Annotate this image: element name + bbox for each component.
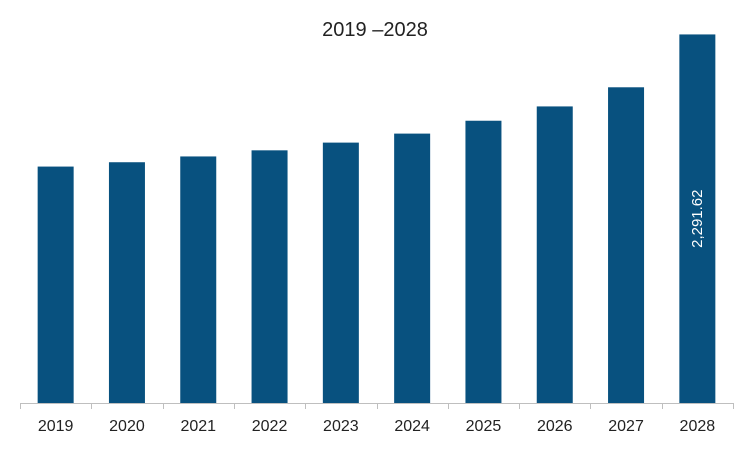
bar-2025 bbox=[465, 120, 502, 404]
bar-2021 bbox=[180, 156, 217, 403]
x-tick-label-2022: 2022 bbox=[252, 418, 288, 435]
bar-2028 bbox=[679, 34, 716, 403]
x-tick-label-2025: 2025 bbox=[466, 418, 502, 435]
data-labels-layer: 2,291.62 bbox=[689, 190, 706, 248]
x-tick-label-2019: 2019 bbox=[38, 418, 74, 435]
x-tick-label-2023: 2023 bbox=[323, 418, 359, 435]
chart-title: 2019 –2028 bbox=[322, 19, 428, 41]
x-tick-label-2027: 2027 bbox=[608, 418, 644, 435]
bar-2026 bbox=[536, 106, 573, 403]
x-tick-label-2026: 2026 bbox=[537, 418, 573, 435]
bar-2027 bbox=[608, 87, 645, 403]
bar-2022 bbox=[251, 150, 288, 403]
data-label-2028: 2,291.62 bbox=[689, 190, 706, 248]
bar-2019 bbox=[37, 166, 74, 403]
bars-layer bbox=[37, 34, 716, 404]
x-tick-label-2020: 2020 bbox=[109, 418, 145, 435]
x-axis: 2019 2020 2021 2022 2023 2024 2025 2026 2027 2028 bbox=[20, 403, 734, 435]
bar-2024 bbox=[394, 133, 431, 403]
x-tick-label-2021: 2021 bbox=[180, 418, 216, 435]
x-tick-label-2024: 2024 bbox=[394, 418, 430, 435]
x-tick-label-2028: 2028 bbox=[680, 418, 716, 435]
bar-2023 bbox=[322, 142, 359, 403]
bar-2020 bbox=[108, 162, 145, 403]
